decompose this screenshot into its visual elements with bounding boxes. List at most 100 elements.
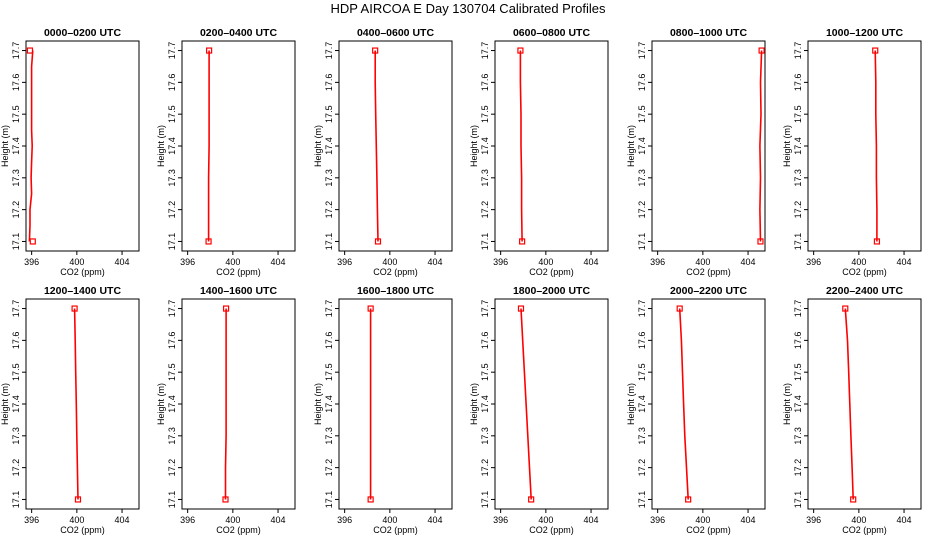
y-tick-label: 17.4 xyxy=(637,137,647,155)
y-tick-label: 17.1 xyxy=(324,491,334,509)
y-tick-label: 17.6 xyxy=(324,74,334,92)
y-tick-label: 17.1 xyxy=(167,491,177,509)
x-tick-label: 396 xyxy=(337,515,352,525)
profile-marker xyxy=(74,496,82,503)
y-tick-label: 17.2 xyxy=(793,459,803,477)
y-tick-label: 17.5 xyxy=(167,363,177,381)
y-tick-label: 17.5 xyxy=(480,363,490,381)
profile-marker xyxy=(850,496,857,503)
y-axis-label: Height (m) xyxy=(156,383,166,425)
plot-frame xyxy=(338,40,453,252)
y-tick-label: 17.6 xyxy=(480,332,490,350)
y-tick-label: 17.6 xyxy=(793,74,803,92)
y-tick-label: 17.2 xyxy=(11,459,21,477)
y-tick-label: 17.4 xyxy=(324,137,334,155)
y-axis-label: Height (m) xyxy=(626,125,636,167)
x-tick-label: 396 xyxy=(180,515,195,525)
y-tick-label: 17.3 xyxy=(793,427,803,445)
y-tick-label: 17.7 xyxy=(324,300,334,318)
profile-marker xyxy=(676,305,683,312)
x-tick-label: 400 xyxy=(225,515,240,525)
y-axis-label: Height (m) xyxy=(469,125,479,167)
y-tick-label: 17.2 xyxy=(480,201,490,219)
y-tick-label: 17.4 xyxy=(793,137,803,155)
profile-marker xyxy=(517,305,525,312)
y-tick-label: 17.4 xyxy=(11,137,21,155)
y-tick-label: 17.1 xyxy=(324,233,334,251)
y-tick-label: 17.3 xyxy=(324,169,334,187)
x-axis-label: CO2 (ppm) xyxy=(60,525,105,535)
y-axis-label: Height (m) xyxy=(782,125,792,167)
panel-title: 2200–2400 UTC xyxy=(826,285,903,297)
y-tick-label: 17.6 xyxy=(11,332,21,350)
x-tick-label: 400 xyxy=(69,257,84,267)
plot-frame xyxy=(807,298,922,510)
x-tick-label: 404 xyxy=(115,515,130,525)
x-tick-label: 396 xyxy=(337,257,352,267)
y-tick-label: 17.7 xyxy=(167,300,177,318)
y-tick-label: 17.6 xyxy=(637,332,647,350)
profile-marker xyxy=(367,305,374,312)
y-tick-label: 17.3 xyxy=(793,169,803,187)
x-tick-label: 404 xyxy=(271,515,286,525)
y-tick-label: 17.7 xyxy=(793,300,803,318)
y-tick-label: 17.6 xyxy=(167,332,177,350)
y-tick-label: 17.3 xyxy=(11,169,21,187)
profile-line xyxy=(73,308,79,500)
profile-marker xyxy=(372,47,379,54)
y-tick-label: 17.3 xyxy=(637,169,647,187)
x-axis-label: CO2 (ppm) xyxy=(60,267,105,277)
x-tick-label: 400 xyxy=(538,257,553,267)
profile-line xyxy=(519,50,523,242)
y-tick-label: 17.7 xyxy=(167,42,177,60)
figure-title: HDP AIRCOA E Day 130704 Calibrated Profi… xyxy=(330,1,606,16)
plot-frame xyxy=(181,298,296,510)
profile-marker xyxy=(758,47,765,54)
panel-title: 1800–2000 UTC xyxy=(513,285,590,297)
y-tick-label: 17.2 xyxy=(637,201,647,219)
y-axis-label: Height (m) xyxy=(313,125,323,167)
y-tick-label: 17.1 xyxy=(11,491,21,509)
y-tick-label: 17.6 xyxy=(167,74,177,92)
profile-line xyxy=(844,308,854,500)
panel-title: 1600–1800 UTC xyxy=(357,285,434,297)
panel-title: 1200–1400 UTC xyxy=(44,285,121,297)
y-tick-label: 17.4 xyxy=(637,395,647,413)
y-tick-label: 17.5 xyxy=(793,363,803,381)
y-tick-label: 17.2 xyxy=(324,201,334,219)
y-tick-label: 17.1 xyxy=(637,233,647,251)
y-tick-label: 17.6 xyxy=(480,74,490,92)
y-tick-label: 17.1 xyxy=(793,491,803,509)
profile-line xyxy=(520,308,532,500)
y-tick-label: 17.3 xyxy=(11,427,21,445)
y-tick-label: 17.5 xyxy=(11,105,21,123)
y-tick-label: 17.5 xyxy=(11,363,21,381)
profile-line xyxy=(28,50,34,242)
y-tick-label: 17.4 xyxy=(324,395,334,413)
y-tick-label: 17.6 xyxy=(11,74,21,92)
x-tick-label: 400 xyxy=(382,515,397,525)
x-axis-label: CO2 (ppm) xyxy=(686,267,731,277)
panel-title: 0800–1000 UTC xyxy=(670,27,747,39)
profile-marker xyxy=(26,47,34,54)
x-axis-label: CO2 (ppm) xyxy=(529,525,574,535)
y-tick-label: 17.7 xyxy=(480,42,490,60)
profile-marker xyxy=(222,496,229,503)
y-tick-label: 17.7 xyxy=(11,42,21,60)
x-tick-label: 404 xyxy=(584,257,599,267)
profile-marker xyxy=(205,238,212,245)
y-tick-label: 17.3 xyxy=(480,427,490,445)
x-tick-label: 404 xyxy=(897,515,912,525)
x-tick-label: 400 xyxy=(382,257,397,267)
y-axis-label: Height (m) xyxy=(0,383,10,425)
y-tick-label: 17.7 xyxy=(324,42,334,60)
x-tick-label: 396 xyxy=(24,257,39,267)
y-tick-label: 17.4 xyxy=(793,395,803,413)
profile-marker xyxy=(517,47,524,54)
x-axis-label: CO2 (ppm) xyxy=(373,267,418,277)
y-tick-label: 17.2 xyxy=(637,459,647,477)
x-tick-label: 404 xyxy=(741,515,756,525)
panel-title: 0200–0400 UTC xyxy=(200,27,277,39)
y-tick-label: 17.1 xyxy=(480,233,490,251)
plot-frame xyxy=(651,40,766,252)
